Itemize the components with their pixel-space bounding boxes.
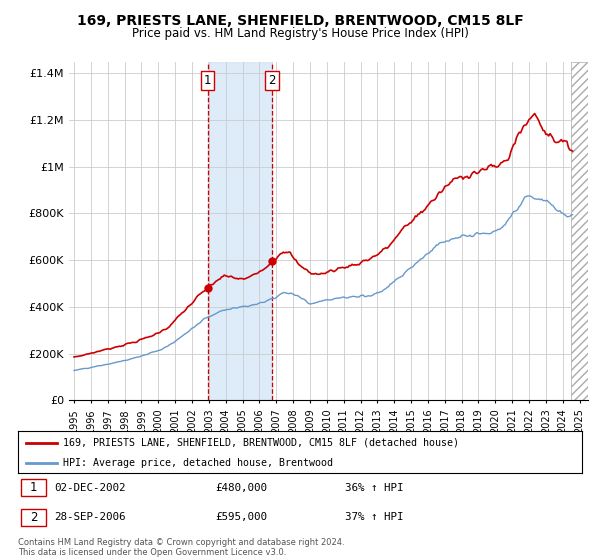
Text: Contains HM Land Registry data © Crown copyright and database right 2024.
This d: Contains HM Land Registry data © Crown c… xyxy=(18,538,344,557)
Text: 169, PRIESTS LANE, SHENFIELD, BRENTWOOD, CM15 8LF (detached house): 169, PRIESTS LANE, SHENFIELD, BRENTWOOD,… xyxy=(63,438,459,448)
Text: 28-SEP-2006: 28-SEP-2006 xyxy=(55,512,126,522)
Bar xyxy=(571,62,588,400)
Text: 37% ↑ HPI: 37% ↑ HPI xyxy=(345,512,404,522)
Text: £595,000: £595,000 xyxy=(215,512,268,522)
Text: Price paid vs. HM Land Registry's House Price Index (HPI): Price paid vs. HM Land Registry's House … xyxy=(131,27,469,40)
Text: 1: 1 xyxy=(204,74,211,87)
Text: 02-DEC-2002: 02-DEC-2002 xyxy=(55,483,126,493)
Bar xyxy=(571,62,588,400)
Text: HPI: Average price, detached house, Brentwood: HPI: Average price, detached house, Bren… xyxy=(63,458,333,468)
Bar xyxy=(21,509,46,526)
Text: 169, PRIESTS LANE, SHENFIELD, BRENTWOOD, CM15 8LF: 169, PRIESTS LANE, SHENFIELD, BRENTWOOD,… xyxy=(77,14,523,28)
Text: 2: 2 xyxy=(30,511,37,524)
Bar xyxy=(21,479,46,496)
Text: 36% ↑ HPI: 36% ↑ HPI xyxy=(345,483,404,493)
Bar xyxy=(208,62,272,400)
Text: 2: 2 xyxy=(268,74,276,87)
Text: 1: 1 xyxy=(30,481,37,494)
Text: £480,000: £480,000 xyxy=(215,483,268,493)
